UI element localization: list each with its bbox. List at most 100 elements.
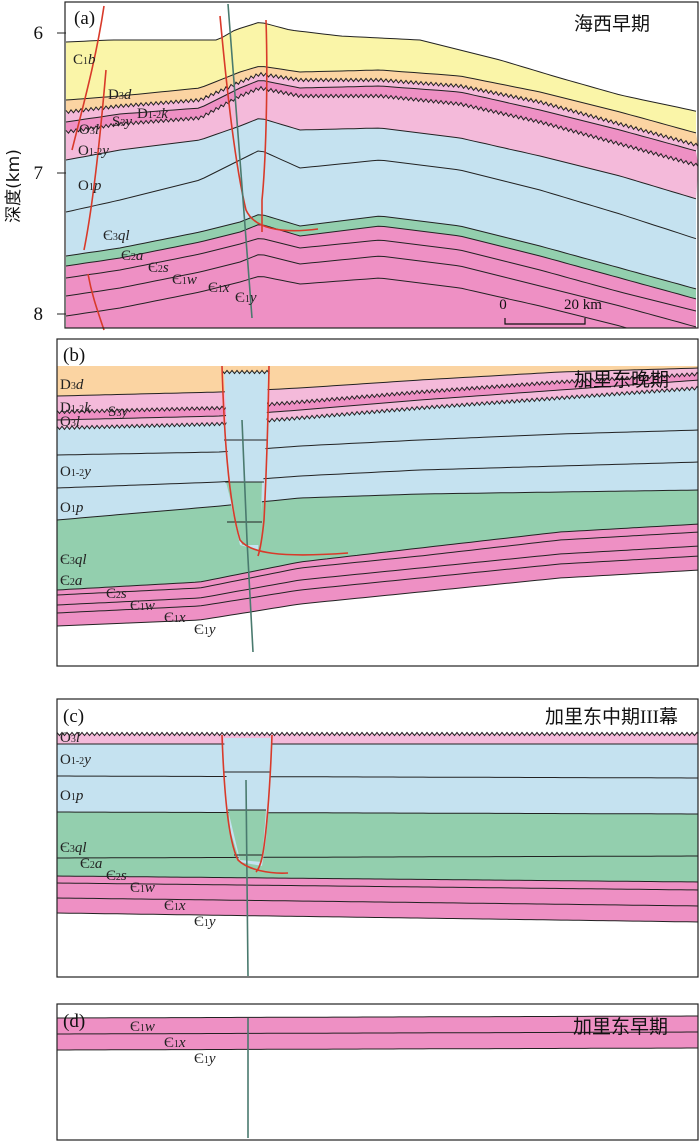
stratum-O1p-lower — [57, 462, 698, 520]
stratum-E2s — [57, 532, 698, 605]
panel-d-period: 加里东早期 — [573, 1016, 668, 1038]
layer-boundary — [57, 489, 698, 521]
layer-boundary — [57, 875, 698, 883]
fault-block-green — [226, 482, 262, 545]
stratum-E3ql — [57, 490, 698, 590]
stratum-D1-2k — [57, 368, 698, 414]
layer-boundary — [57, 429, 698, 456]
well-trajectory — [241, 419, 254, 653]
stratum-label: Є1w — [172, 272, 197, 288]
stratum-label: Є1w — [130, 1019, 155, 1035]
scale-bar-zero: 0 — [499, 297, 507, 313]
stratum-label: Є3ql — [103, 228, 130, 244]
layer-boundary — [57, 371, 698, 415]
stratum-E1w — [57, 883, 698, 906]
depth-tick-6: 6 — [34, 23, 44, 44]
panel-d-tag: (d) — [63, 1011, 85, 1032]
layer-boundary — [65, 224, 697, 300]
fault-left-lower — [83, 69, 107, 251]
stratum-label: Є1y — [235, 290, 257, 306]
stratum-O3l — [57, 380, 698, 430]
layer-boundary — [57, 811, 698, 815]
layer-boundary — [57, 555, 698, 614]
stratum-E2s — [57, 876, 698, 890]
layer-boundary — [57, 531, 698, 596]
stratum-E2a — [57, 524, 698, 595]
panel-c-layers — [57, 731, 698, 977]
stratum-label: O1-2y — [78, 143, 109, 159]
stratum-label: Є3ql — [60, 840, 87, 856]
stratum-label: S3y — [108, 404, 128, 420]
stratum-O3l — [66, 86, 698, 199]
stratum-O3l — [57, 732, 698, 744]
stratum-label: Є1y — [194, 914, 216, 930]
stratum-label: O1p — [60, 500, 84, 516]
stratum-E2a — [57, 856, 698, 882]
stratum-E1x — [57, 1032, 698, 1050]
layer-boundary — [65, 254, 697, 328]
panel-a-period: 海西早期 — [574, 13, 650, 35]
layer-boundary — [57, 855, 698, 859]
well-trajectory — [245, 779, 249, 977]
fault-right — [255, 734, 273, 873]
panel-a-layers — [65, 22, 698, 328]
layer-boundary — [65, 276, 629, 328]
stratum-S3y — [66, 80, 698, 167]
layer-boundary — [57, 461, 698, 489]
stratum-label: O3l — [60, 414, 80, 430]
basement-blank — [57, 570, 698, 666]
stratum-D1-2k — [66, 72, 698, 151]
layer-boundary — [57, 569, 698, 627]
stratum-label: S3y — [112, 114, 132, 130]
panel-b-period: 加里东晚期 — [574, 369, 669, 391]
panel-b-tag: (b) — [63, 345, 85, 366]
stratum-label: Є3ql — [60, 552, 87, 568]
stratum-O1p — [57, 430, 698, 488]
stratum-label: Є2s — [106, 586, 127, 602]
layer-boundary — [57, 385, 698, 431]
stratum-label: O3l — [79, 122, 99, 138]
basement-blank — [57, 1048, 698, 1140]
depth-tick-8: 8 — [34, 304, 44, 325]
layer-boundary — [57, 367, 698, 397]
stratum-E1w — [66, 254, 696, 328]
layer-boundary — [57, 1047, 698, 1051]
panel-b-layers — [57, 366, 698, 666]
layer-boundary — [65, 80, 697, 152]
stratum-label: Є1x — [208, 280, 230, 296]
stratum-label: O1-2y — [60, 464, 91, 480]
panel-d: (d) 加里东早期 Є1w Є1x Є1y — [56, 1003, 699, 1141]
panel-b-faults — [221, 365, 349, 653]
layer-boundary — [57, 523, 698, 591]
stratum-label: O1p — [60, 788, 84, 804]
layer-boundary — [65, 150, 697, 240]
depth-tick-7: 7 — [34, 163, 44, 184]
stratum-label: Є1x — [164, 898, 186, 914]
stratum-O1-2y — [57, 386, 698, 455]
stratum-E1w — [57, 1016, 698, 1034]
stratum-D3d — [57, 366, 698, 396]
panel-b: (b) 加里东晚期 D3d D1-2k S3y O3l O1-2y O1p Є3ql Є2a Є… — [56, 338, 699, 667]
stratum-label: D3d — [60, 377, 84, 393]
stratum-label: C1b — [73, 52, 96, 68]
fault-left — [71, 5, 105, 151]
layer-boundary — [65, 118, 697, 200]
layer-boundary — [57, 545, 698, 606]
panel-a-frame — [64, 1, 699, 329]
stratum-label: O1-2y — [60, 752, 91, 768]
stratum-label: Є2a — [80, 856, 102, 872]
stratum-E2s — [66, 238, 696, 327]
stratum-label: Є2s — [106, 868, 127, 884]
stratum-O1-2y — [57, 744, 698, 778]
layer-boundary — [57, 882, 698, 891]
stratum-label: Є2a — [121, 248, 143, 264]
panel-a-tag: (a) — [74, 8, 95, 29]
fault-left — [221, 365, 349, 556]
panel-d-frame — [56, 1003, 699, 1141]
stratum-label: Є1x — [164, 1035, 186, 1051]
layer-boundary — [65, 214, 697, 290]
unconformity — [221, 369, 270, 375]
panel-c-frame — [56, 698, 699, 978]
stratum-label: Є1w — [130, 880, 155, 896]
stratum-label: Є1y — [194, 1051, 216, 1067]
